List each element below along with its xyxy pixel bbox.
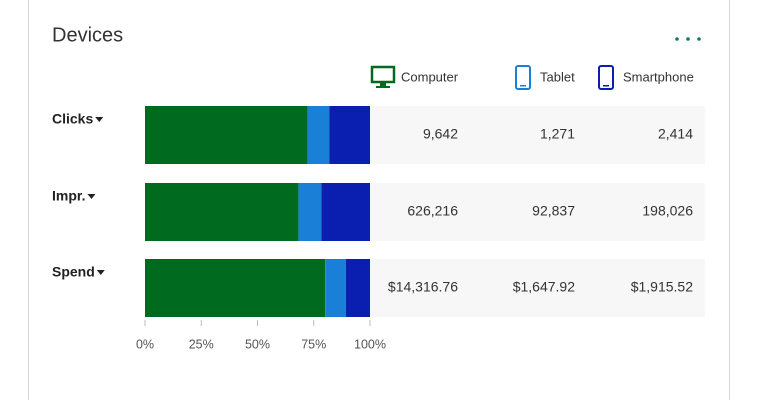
- value-label: 198,026: [642, 203, 693, 219]
- value-label: 2,414: [658, 126, 693, 142]
- legend-icon: [520, 85, 526, 87]
- x-tick-label: 25%: [189, 337, 214, 351]
- bar-segment: [307, 106, 330, 164]
- bar-segment: [145, 259, 326, 317]
- row-background: [370, 183, 705, 241]
- x-tick-label: 50%: [245, 337, 270, 351]
- value-label: 9,642: [423, 126, 458, 142]
- x-tick-label: 75%: [301, 337, 326, 351]
- value-label: $1,647.92: [513, 279, 575, 295]
- bar-segment: [145, 183, 299, 241]
- row-background: [370, 106, 705, 164]
- legend-label[interactable]: Smartphone: [623, 69, 694, 84]
- legend-label[interactable]: Computer: [401, 69, 459, 84]
- x-tick-label: 0%: [136, 337, 154, 351]
- row-label[interactable]: Spend: [52, 264, 95, 280]
- dot: [675, 37, 679, 41]
- dot: [686, 37, 690, 41]
- legend-icon: [603, 85, 609, 87]
- dot: [697, 37, 701, 41]
- legend-label[interactable]: Tablet: [540, 69, 575, 84]
- legend-icon: [380, 83, 386, 86]
- bar-segment: [329, 106, 370, 164]
- legend-icon: [598, 65, 614, 90]
- legend-icon: [370, 65, 396, 84]
- bar-segment: [298, 183, 322, 241]
- value-label: 92,837: [532, 203, 575, 219]
- dropdown-caret[interactable]: [96, 270, 105, 275]
- x-tick-label: 100%: [354, 337, 386, 351]
- row-label[interactable]: Clicks: [52, 111, 93, 127]
- bar-segment: [321, 183, 370, 241]
- card-title: Devices: [52, 24, 123, 46]
- bar-segment: [145, 106, 308, 164]
- value-label: $14,316.76: [388, 279, 458, 295]
- bar-segment: [345, 259, 370, 317]
- legend-icon: [376, 86, 390, 88]
- row-label[interactable]: Impr.: [52, 188, 85, 204]
- bar-segment: [325, 259, 346, 317]
- value-label: 626,216: [407, 203, 458, 219]
- value-label: $1,915.52: [631, 279, 693, 295]
- row-background: [370, 259, 705, 317]
- more-menu[interactable]: [675, 37, 701, 41]
- value-label: 1,271: [540, 126, 575, 142]
- dropdown-caret[interactable]: [87, 194, 96, 199]
- dropdown-caret[interactable]: [95, 117, 104, 122]
- legend-icon: [515, 65, 531, 90]
